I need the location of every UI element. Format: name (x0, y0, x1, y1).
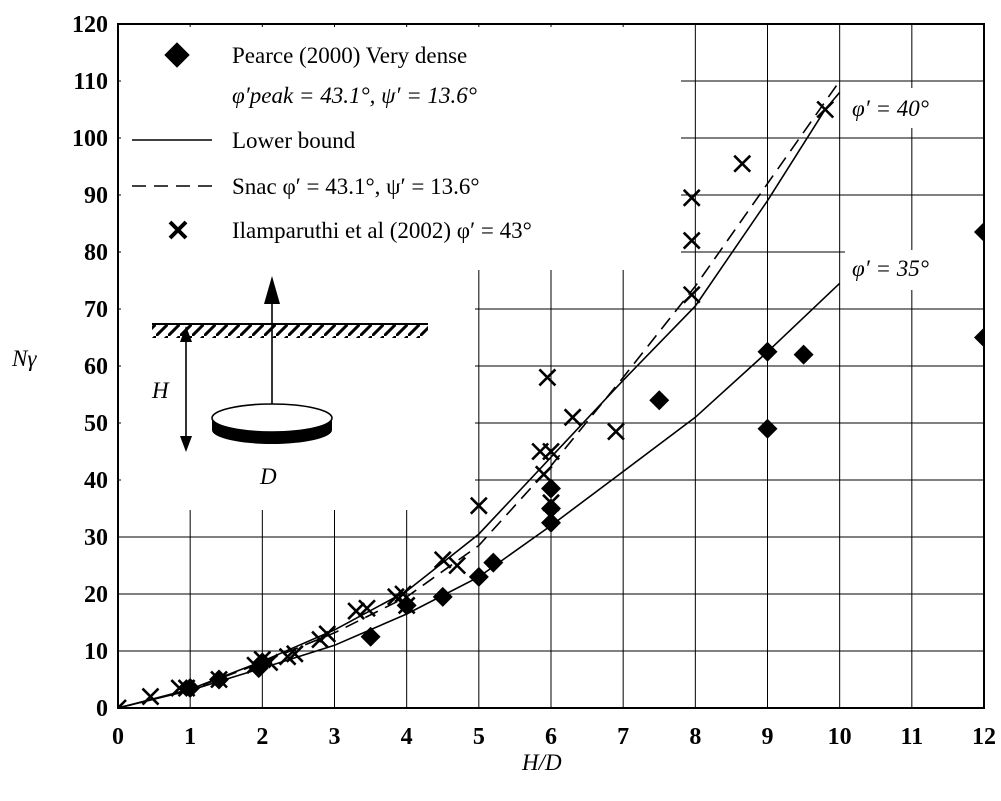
ilamparuthi-x-point (210, 670, 228, 689)
ilamparuthi-x-point (534, 465, 553, 484)
x-tick-label: 4 (401, 724, 413, 750)
x-tick-label: 6 (545, 724, 557, 750)
x-tick-label: 12 (972, 724, 996, 750)
inset-panel (121, 270, 475, 510)
x-tick-label: 11 (900, 724, 923, 750)
y-tick-label: 90 (84, 183, 108, 209)
snac-dashed-curve (118, 80, 841, 708)
pearce-diamond-point (432, 586, 453, 607)
pearce-diamond-point (483, 552, 504, 573)
x-tick-label: 5 (473, 724, 485, 750)
ilamparuthi-x-point (682, 188, 701, 207)
legend-label-ilamparuthi: Ilamparuthi et al (2002) φ′ = 43° (232, 218, 532, 243)
y-tick-label: 40 (84, 468, 108, 494)
pearce-diamond-point (757, 418, 778, 439)
annotation-phi-35: φ′ = 35° (852, 256, 929, 281)
x-tick-label: 8 (689, 724, 701, 750)
y-tick-label: 120 (72, 12, 108, 38)
ilamparuthi-x-point (733, 154, 752, 173)
legend-label-pearce: Pearce (2000) Very dense (232, 43, 467, 68)
ilamparuthi-x-point (563, 408, 582, 427)
tick-labels: 0 1 2 3 4 5 6 7 8 9 10 11 12010203040506070809010011… (72, 12, 996, 750)
ilamparuthi-x-point (448, 556, 467, 575)
y-tick-label: 30 (84, 525, 108, 551)
dimension-arrow-up-icon (180, 326, 192, 342)
x-tick-label: 9 (762, 724, 774, 750)
markers (118, 100, 984, 708)
y-tick-label: 80 (84, 240, 108, 266)
annotation-bg-40 (845, 88, 983, 128)
x-tick-label: 7 (617, 724, 629, 750)
y-tick-label: 100 (72, 126, 108, 152)
ilamparuthi-x-point (682, 231, 701, 250)
legend: Pearce (2000) Very dense φ′peak = 43.1°,… (132, 42, 532, 243)
inset-diagram: H D (151, 276, 428, 489)
y-tick-label: 20 (84, 582, 108, 608)
x-tick-label: 3 (329, 724, 341, 750)
dimension-arrow-down-icon (180, 436, 192, 452)
x-tick-label: 0 (112, 724, 124, 750)
x-axis-title: H/D (521, 750, 562, 775)
ilamparuthi-x-point (177, 679, 196, 697)
ilamparuthi-x-point (394, 585, 412, 603)
inset-label-h: H (151, 378, 170, 403)
ilamparuthi-x-point (682, 285, 701, 304)
pearce-diamond-point (793, 344, 814, 365)
ilamparuthi-x-point (358, 599, 376, 618)
pearce-diamond-point (649, 390, 670, 411)
y-tick-label: 70 (84, 297, 108, 323)
ilamparuthi-x-point (118, 699, 127, 708)
pearce-diamond-point (757, 341, 778, 362)
ilamparuthi-x-point (260, 653, 279, 672)
pearce-diamond-point (541, 478, 561, 499)
inset-label-d: D (259, 464, 277, 489)
pearce-diamond-point (541, 498, 561, 519)
ilamparuthi-x-point (347, 602, 366, 621)
x-tick-label: 10 (828, 724, 852, 750)
y-tick-label: 60 (84, 354, 108, 380)
legend-x-marker (168, 220, 188, 240)
pearce-diamond-point (974, 222, 984, 243)
ilamparuthi-x-point (607, 422, 625, 441)
y-tick-label: 50 (84, 411, 108, 437)
legend-label-lower-bound: Lower bound (232, 128, 356, 153)
ilamparuthi-x-point (816, 100, 835, 119)
plot-frame (117, 23, 985, 709)
annotation-bg-35 (845, 250, 983, 290)
y-axis-title: Nγ (11, 346, 37, 371)
ilamparuthi-x-point (397, 596, 416, 615)
axes (117, 23, 985, 709)
pearce-diamond-point (541, 512, 561, 533)
pearce-diamond-point (468, 566, 489, 587)
pearce-diamond-point (360, 626, 381, 647)
ilamparuthi-x-point (318, 624, 337, 643)
pearce-diamond-point (974, 327, 984, 348)
y-tick-label: 10 (84, 639, 108, 665)
y-axis-title-text: Nγ (11, 346, 37, 371)
legend-label-snac: Snac φ′ = 43.1°, ψ′ = 13.6° (232, 174, 480, 199)
up-arrow-icon (264, 276, 280, 304)
ilamparuthi-x-point (170, 679, 189, 697)
pearce-diamond-point (180, 678, 201, 699)
legend-panel (121, 27, 681, 270)
y-tick-label: 110 (73, 69, 108, 95)
x-tick-label: 1 (184, 724, 196, 750)
ilamparuthi-x-point (538, 368, 557, 387)
legend-sublabel-pearce: φ′peak = 43.1°, ψ′ = 13.6° (232, 83, 477, 108)
ilamparuthi-x-point (469, 496, 488, 515)
anchor-plate-top (211, 403, 333, 433)
lower-bound-curve (118, 91, 841, 708)
x-tick-label: 2 (256, 724, 268, 750)
annotation-phi-40: φ′ = 40° (852, 96, 929, 121)
y-tick-label: 0 (96, 696, 108, 722)
ilamparuthi-x-point (542, 442, 560, 461)
ground-hatching (152, 324, 428, 338)
ilamparuthi-x-point (141, 687, 160, 706)
ilamparuthi-x-point (433, 550, 452, 569)
ilamparuthi-x-point (285, 644, 304, 663)
ilamparuthi-x-point (542, 493, 560, 512)
